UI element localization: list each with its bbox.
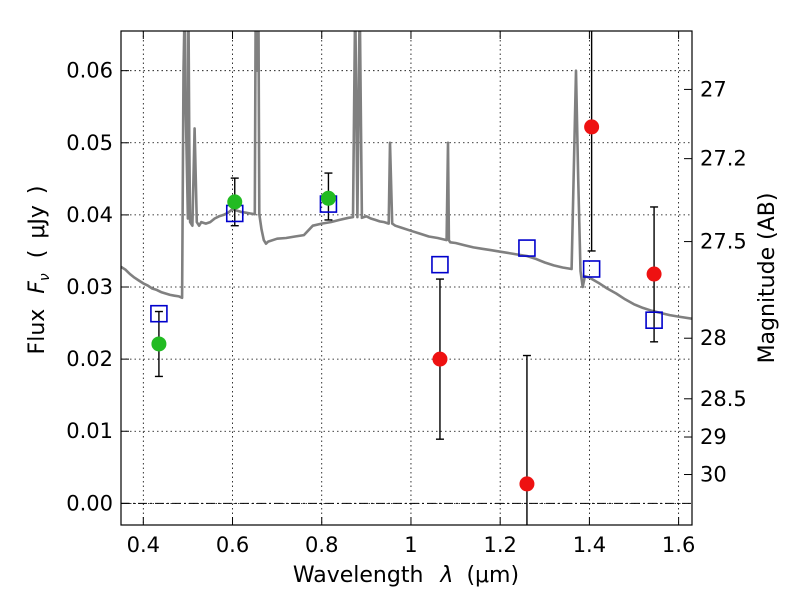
model-point [431,255,449,274]
x-axis-label-word: Wavelength [293,563,424,588]
y-tick-label: 0.06 [66,59,113,83]
model-point [645,311,663,329]
x-tick-label: 0.4 [127,533,160,557]
y-axis-label-subscript: ν [37,273,53,281]
grid-lines [121,31,692,525]
y-tick-label: 0.03 [66,275,113,299]
x-tick-label: 0.6 [216,533,249,557]
non-detection-point [519,476,535,492]
y-tick-label: 0.00 [66,491,113,515]
y-axis-label: Flux Fν ( μJy ) [25,186,55,355]
plot-frame [120,30,693,526]
model-point [518,239,536,257]
spectrum-line [121,31,692,320]
y-axis-label-symbol: F [25,281,50,294]
y-axis-label-unit-open: ( [25,250,50,259]
measured-points-group [151,119,662,492]
y2-tick-label: 27.2 [700,147,747,171]
spectrum-group [121,31,692,320]
x-tick-label: 1 [404,533,417,557]
model-point [582,260,601,278]
x-tick-label: 1.2 [483,533,516,557]
non-detection-point [646,266,662,282]
y2-tick-label: 28.5 [700,387,747,411]
model-point [150,304,168,323]
x-tick-label: 1.4 [573,533,606,557]
y2-tick-label: 27 [700,77,727,101]
non-detection-point [584,119,600,135]
y2-axis-label: Magnitude (AB) [755,193,780,364]
x-tick-label: 0.8 [305,533,338,557]
y2-tick-label: 27.5 [700,230,747,254]
y-tick-label: 0.05 [66,131,113,155]
y2-tick-label: 28 [700,326,727,350]
x-tick-label: 1.6 [662,533,695,557]
x-axis-label-unit-open: ( [466,563,475,588]
y-tick-label: 0.01 [66,419,113,443]
axis-ticks: 0.4 0.6 0.8 1 1.2 1.4 1.6 0.00 0.01 0.02 0.03 0.04 0… [66,31,747,557]
non-detection-point [432,351,448,367]
detection-point [151,336,167,352]
x-axis-label-unit-close: ) [510,563,519,588]
y-axis-label-unit: μJy [25,205,50,239]
y-tick-label: 0.02 [66,347,113,371]
model-points-group [150,195,663,329]
x-axis-label: Wavelength λ (μm) [293,563,519,588]
x-axis-label-symbol: λ [439,563,453,588]
x-axis-label-unit: μm [475,563,510,588]
y-axis-label-unit-close: ) [25,186,50,195]
y2-tick-label: 30 [700,463,727,487]
detection-point [227,194,243,210]
y-axis-label-word: Flux [25,309,50,355]
detection-point [320,190,336,206]
y-tick-label: 0.04 [66,203,113,227]
y2-tick-label: 29 [700,425,727,449]
